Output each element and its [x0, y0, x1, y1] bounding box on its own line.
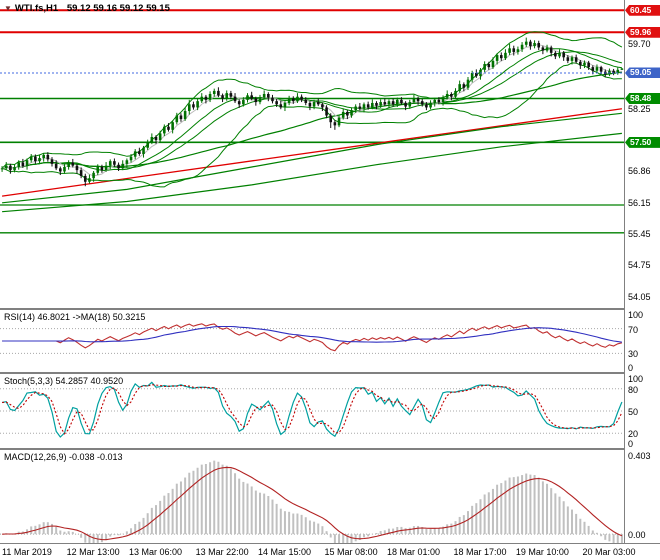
price-axis-label: 55.45: [628, 229, 651, 240]
time-axis-label: 13 Mar 06:00: [129, 547, 183, 557]
panel-splitter[interactable]: [0, 308, 660, 310]
indicator-axis-label: 30: [628, 349, 639, 360]
time-axis-label: 18 Mar 01:00: [386, 547, 440, 557]
time-axis-label: 18 Mar 17:00: [453, 547, 507, 557]
time-axis-label: 11 Mar 2019: [2, 547, 52, 557]
indicator-axis-label: 80: [628, 384, 639, 395]
time-axis-label: 14 Mar 15:00: [258, 547, 312, 557]
time-axis-label: 20 Mar 03:00: [582, 547, 636, 557]
price-axis-label: 54.05: [628, 291, 651, 302]
indicator-axis-label: 0.403: [628, 450, 651, 461]
price-axis-label: 58.25: [628, 103, 651, 114]
price-badge: 57.50: [625, 136, 660, 148]
chart-title: ▼ WTI.fs,H1 59.12 59.16 59.12 59.15: [4, 3, 170, 14]
macd-label: MACD(12,26,9) -0.038 -0.013: [4, 452, 123, 462]
indicator-axis-label: 0.00: [628, 530, 646, 541]
ohlc-values: 59.12 59.16 59.12 59.15: [66, 3, 170, 14]
indicator-axis-label: 70: [628, 324, 639, 335]
symbol-title: WTI.fs,H1: [14, 3, 59, 14]
time-axis[interactable]: 11 Mar 2019 12 Mar 13:00 13 Mar 06:00 13 Ma…: [0, 543, 660, 560]
stochastic-label: Stoch(5,3,3) 54.2857 40.9520: [4, 376, 124, 386]
panel-splitter[interactable]: [0, 448, 660, 450]
indicator-axis-label: 20: [628, 429, 639, 440]
price-badge: 59.05: [625, 67, 660, 79]
time-axis-label: 13 Mar 22:00: [195, 547, 249, 557]
macd-chart-svg[interactable]: [0, 450, 624, 543]
price-axis-label: 56.86: [628, 166, 651, 176]
time-axis-label: 12 Mar 13:00: [66, 547, 120, 557]
rsi-label: RSI(14) 46.8021 ->MA(18) 50.3215: [4, 312, 146, 322]
panel-splitter[interactable]: [0, 372, 660, 374]
price-badge: 58.48: [625, 92, 660, 104]
indicator-axis-label: 100: [628, 310, 644, 320]
indicator-axis-label: 0: [628, 363, 634, 373]
time-axis-label: 19 Mar 10:00: [515, 547, 569, 557]
indicator-axis-label: 50: [628, 407, 639, 417]
indicator-axis-label: 100: [628, 374, 644, 384]
time-axis-label: 15 Mar 08:00: [324, 547, 378, 557]
price-badge: 59.96: [625, 26, 660, 38]
price-axis-label: 56.15: [628, 197, 651, 208]
price-chart-svg[interactable]: [0, 0, 624, 308]
rsi-chart-svg[interactable]: [0, 310, 624, 372]
price-axis-label: 59.70: [628, 38, 651, 49]
price-axis-label: 54.75: [628, 260, 651, 271]
price-badge: 60.45: [625, 4, 660, 16]
stochastic-chart-svg[interactable]: [0, 374, 624, 448]
symbol-marker-icon: ▼: [4, 4, 12, 13]
indicator-axis-label: 0: [628, 439, 634, 449]
price-axis[interactable]: 59.70 58.25 56.86 56.15 55.45 54.75 54.05 60.45…: [624, 0, 660, 543]
